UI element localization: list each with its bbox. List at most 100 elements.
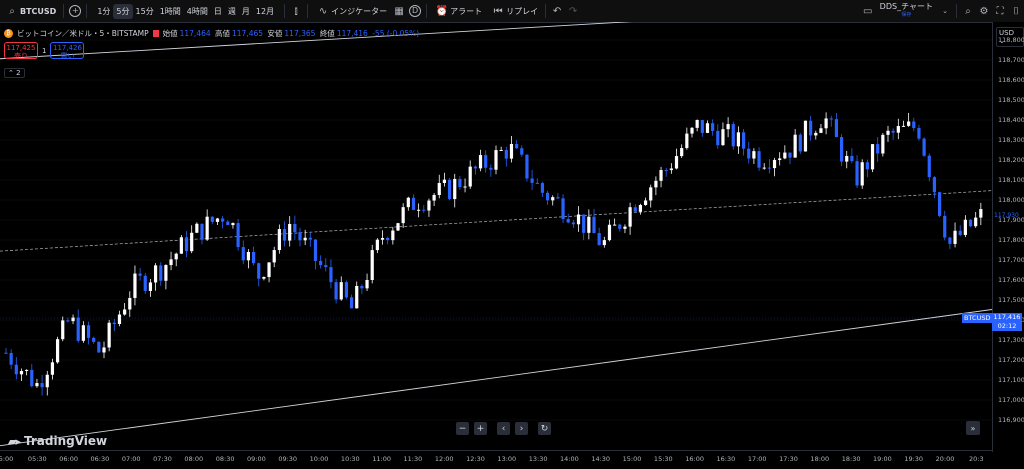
legend-open: 117,464 <box>179 29 211 38</box>
fullscreen-icon[interactable]: ⛶ <box>996 5 1004 17</box>
candle-body <box>551 197 555 201</box>
symbol-label: BTCUSD <box>20 6 57 16</box>
plus-circle-icon[interactable]: + <box>67 3 83 19</box>
candle-body <box>509 143 514 159</box>
price-label: 118,400 <box>998 116 1024 124</box>
layout-icon[interactable]: ▭ <box>862 5 873 17</box>
candle-body <box>458 178 462 188</box>
brand-label: TradingView <box>23 434 108 448</box>
indicators-collapse-button[interactable]: ⌃ 2 <box>4 68 25 78</box>
timeframe-4h[interactable]: 4時間 <box>186 6 208 16</box>
flag-icon[interactable] <box>152 30 159 37</box>
candle-body <box>576 214 581 225</box>
scroll-left-button[interactable]: ‹ <box>497 422 510 435</box>
candle-body <box>442 179 447 183</box>
price-label: 117,500 <box>998 296 1024 304</box>
candle-body <box>540 183 545 193</box>
candle-body <box>4 352 8 354</box>
candle-body <box>618 224 622 229</box>
candle-body <box>716 130 720 146</box>
candle-body <box>293 223 297 233</box>
candle-body <box>793 134 797 158</box>
candle-body <box>478 155 483 169</box>
candle-body <box>195 223 199 233</box>
timeframe-1h[interactable]: 1時間 <box>159 6 181 16</box>
camera-icon[interactable]: ⌷ <box>1013 5 1019 17</box>
layout-selector[interactable]: DDS_チャート 保存 <box>876 0 937 22</box>
templates-icon[interactable]: ▦ <box>394 5 404 17</box>
timeframe-12month[interactable]: 12月 <box>255 6 275 16</box>
price-label: 118,000 <box>998 196 1024 204</box>
gear-icon[interactable]: ⚙ <box>979 5 989 17</box>
chevron-down-icon[interactable]: ⌄ <box>942 7 948 15</box>
timeframe-5m[interactable]: 5分 <box>113 3 133 19</box>
candle-body <box>324 265 328 268</box>
price-label: 118,600 <box>998 76 1024 84</box>
sell-label: 売り <box>14 52 28 60</box>
timeframe-month[interactable]: 月 <box>241 6 250 16</box>
time-label: 17:30 <box>779 455 798 463</box>
candle-body <box>736 132 741 147</box>
time-axis[interactable] <box>0 450 992 469</box>
scroll-to-realtime-button[interactable]: » <box>966 421 980 435</box>
time-label: 18:30 <box>841 455 861 463</box>
candle-body <box>886 130 890 135</box>
candle-body <box>97 341 101 353</box>
price-chart[interactable] <box>0 22 992 450</box>
candle-body <box>855 161 859 186</box>
redo-icon[interactable]: ↷ <box>568 5 578 17</box>
scroll-right-button[interactable]: › <box>515 422 528 435</box>
candle-body <box>566 219 570 223</box>
reset-chart-button[interactable]: ↻ <box>538 422 551 435</box>
timeframe-15m[interactable]: 15分 <box>135 6 154 16</box>
candle-body <box>432 194 436 201</box>
candle-body <box>298 232 302 241</box>
timeframe-1m[interactable]: 1分 <box>97 6 111 16</box>
candle-body <box>876 144 880 154</box>
candle-body <box>643 200 648 205</box>
time-label: 20:3 <box>968 455 984 463</box>
time-label: 07:30 <box>153 455 172 463</box>
symbol-search[interactable]: ⌕ BTCUSD <box>0 0 60 22</box>
candle-body <box>896 126 900 133</box>
objects-icon[interactable]: D <box>407 3 423 19</box>
tradingview-logo[interactable]: ▰▸ TradingView <box>8 434 107 448</box>
indicators-button[interactable]: ∿ インジケーター <box>311 0 391 22</box>
candle-body <box>561 198 565 220</box>
candle-body <box>262 277 266 279</box>
time-label: 16:30 <box>716 455 736 463</box>
candle-body <box>767 167 771 169</box>
candle-body <box>674 156 679 169</box>
replay-button[interactable]: ⏮ リプレイ <box>486 0 542 22</box>
time-label: 10:30 <box>340 455 360 463</box>
alert-label: アラート <box>450 6 483 16</box>
legend-title[interactable]: ビットコイン／米ドル・5・BITSTAMP <box>17 29 149 38</box>
timeframe-week[interactable]: 週 <box>227 6 236 16</box>
candle-body <box>55 339 60 363</box>
zoom-in-button[interactable]: + <box>474 422 487 435</box>
price-axis[interactable] <box>992 22 1024 452</box>
timeframe-day[interactable]: 日 <box>213 6 222 16</box>
undo-icon[interactable]: ↶ <box>552 5 562 17</box>
candle-body <box>370 250 374 280</box>
candle-body <box>530 178 534 183</box>
candle-body <box>731 124 735 147</box>
channel-upper-line <box>0 22 633 60</box>
chart-navigation: − + ‹ › ↻ <box>456 422 551 435</box>
alert-button[interactable]: ⏰ アラート <box>430 0 486 22</box>
candle-body <box>690 127 694 134</box>
candle-body <box>757 151 761 168</box>
zoom-out-button[interactable]: − <box>456 422 469 435</box>
candle-body <box>40 383 44 388</box>
candle-body <box>963 219 967 235</box>
sell-button[interactable]: 117,425 売り <box>4 42 38 60</box>
candle-body <box>582 214 586 233</box>
candle-body <box>747 148 751 159</box>
candle-body <box>845 155 849 162</box>
candle-body <box>860 162 864 186</box>
candle-body <box>834 119 839 138</box>
candle-style-icon[interactable]: ⫾ <box>294 5 298 17</box>
candle-body <box>798 134 802 152</box>
buy-button[interactable]: 117,426 買い <box>50 42 85 60</box>
quick-search-icon[interactable]: ⌕ <box>965 5 971 17</box>
